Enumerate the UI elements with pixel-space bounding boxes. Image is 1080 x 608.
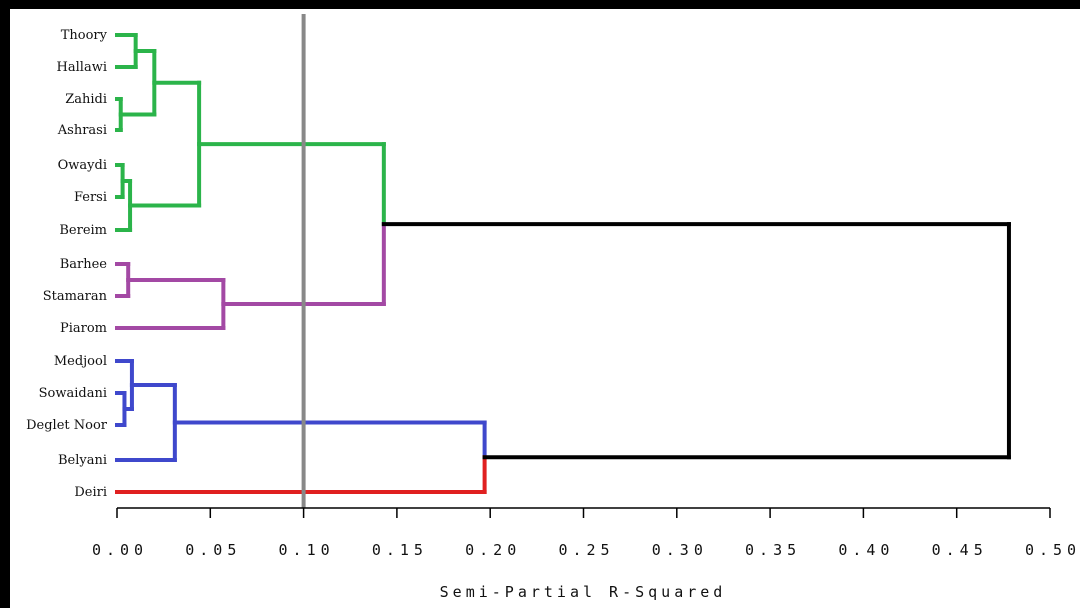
leaf-label: Piarom (60, 321, 107, 336)
leaf-label: Ashrasi (57, 123, 107, 138)
x-tick-label: 0.30 (652, 541, 708, 559)
x-axis: 0.00 0.05 0.10 0.15 0.20 0.25 0.30 0.35 0.40 0.45… (92, 507, 1080, 559)
x-tick-label: 0.15 (372, 541, 428, 559)
leaf-label: Sowaidani (39, 386, 107, 401)
leaf-label: Thoory (61, 28, 108, 43)
frame-left-border (0, 0, 10, 608)
x-tick-label: 0.40 (838, 541, 894, 559)
x-tick-label: 0.10 (279, 541, 335, 559)
x-tick-label: 0.50 (1025, 541, 1080, 559)
leaf-labels: Thoory Hallawi Zahidi Ashrasi Owaydi Fersi Ber… (26, 28, 108, 500)
x-tick-label: 0.20 (465, 541, 521, 559)
x-tick-label: 0.35 (745, 541, 801, 559)
x-tick-label: 0.45 (932, 541, 988, 559)
leaf-label: Medjool (54, 354, 107, 369)
dendrogram-branches (115, 33, 1011, 494)
x-tick-label: 0.05 (185, 541, 241, 559)
leaf-label: Zahidi (65, 92, 107, 107)
leaf-label: Deglet Noor (26, 418, 108, 433)
leaf-label: Barhee (60, 257, 108, 272)
leaf-label: Deiri (74, 485, 107, 500)
x-tick-label: 0.00 (92, 541, 148, 559)
leaf-label: Stamaran (43, 289, 108, 304)
x-tick-label: 0.25 (558, 541, 614, 559)
leaf-label: Belyani (58, 453, 107, 468)
x-axis-title: Semi-Partial R-Squared (440, 583, 727, 601)
frame-top-border (0, 0, 1080, 9)
leaf-label: Bereim (59, 223, 107, 238)
leaf-label: Fersi (74, 190, 107, 205)
leaf-label: Hallawi (57, 60, 107, 75)
leaf-label: Owaydi (58, 158, 107, 173)
